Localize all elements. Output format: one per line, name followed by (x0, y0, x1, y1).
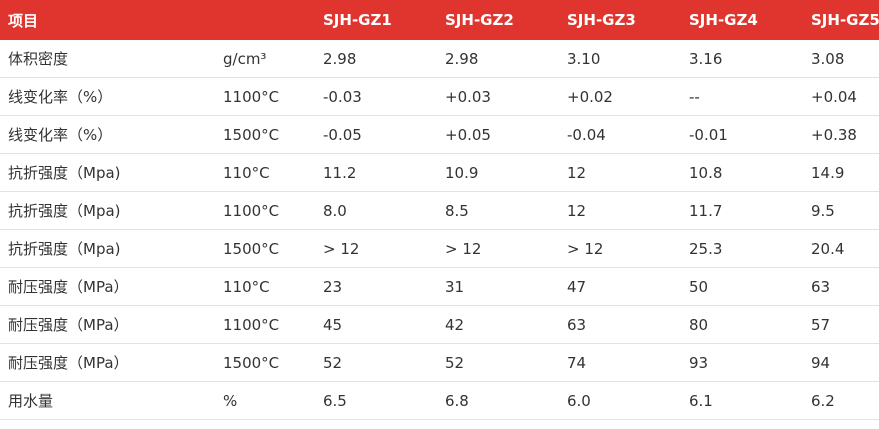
table-row: 抗折强度（Mpa) 1500°C > 12 > 12 > 12 25.3 20.4 (0, 229, 879, 268)
table-cell: 3.08 (803, 40, 879, 78)
header-cell (215, 0, 315, 40)
data-table: 项目 SJH-GZ1 SJH-GZ2 SJH-GZ3 SJH-GZ4 SJH-GZ5 体积… (0, 0, 879, 420)
table-cell: +0.05 (437, 115, 559, 154)
table-cell: 1100°C (215, 305, 315, 344)
table-cell: 31 (437, 267, 559, 306)
table-header: 项目 SJH-GZ1 SJH-GZ2 SJH-GZ3 SJH-GZ4 SJH-GZ5 (0, 0, 879, 40)
table-cell: 3.10 (559, 40, 681, 78)
table-cell: 2.98 (437, 40, 559, 78)
table-cell: 12 (559, 191, 681, 230)
table-body: 体积密度 g/cm³ 2.98 2.98 3.10 3.16 3.08 线变化率（%） 1100… (0, 40, 879, 420)
table-cell: 74 (559, 343, 681, 382)
table-cell: 50 (681, 267, 803, 306)
table-cell: 抗折强度（Mpa) (0, 229, 215, 268)
table-cell: -- (681, 77, 803, 116)
header-cell: 项目 (0, 0, 215, 40)
table-cell: 线变化率（%） (0, 77, 215, 116)
table-row: 耐压强度（MPa） 110°C 23 31 47 50 63 (0, 267, 879, 306)
table-cell: 8.5 (437, 191, 559, 230)
table-cell: +0.04 (803, 77, 879, 116)
table-cell: > 12 (315, 229, 437, 268)
table-cell: +0.03 (437, 77, 559, 116)
table-cell: 94 (803, 343, 879, 382)
table-cell: 10.8 (681, 153, 803, 192)
table-cell: 110°C (215, 267, 315, 306)
table-cell: 1100°C (215, 191, 315, 230)
table-cell: 耐压强度（MPa） (0, 267, 215, 306)
table-cell: 3.16 (681, 40, 803, 78)
table-cell: 63 (559, 305, 681, 344)
table-cell: 45 (315, 305, 437, 344)
table-cell: 9.5 (803, 191, 879, 230)
table-cell: 63 (803, 267, 879, 306)
table-cell: 6.0 (559, 381, 681, 420)
table-cell: 1100°C (215, 77, 315, 116)
table-cell: 抗折强度（Mpa) (0, 153, 215, 192)
header-cell: SJH-GZ3 (559, 0, 681, 40)
table-cell: 12 (559, 153, 681, 192)
table-cell: 1500°C (215, 229, 315, 268)
table-cell: 80 (681, 305, 803, 344)
table-cell: -0.03 (315, 77, 437, 116)
table-cell: % (215, 381, 315, 420)
header-cell: SJH-GZ1 (315, 0, 437, 40)
table-row: 耐压强度（MPa） 1500°C 52 52 74 93 94 (0, 343, 879, 382)
table-cell: 11.2 (315, 153, 437, 192)
table-cell: 耐压强度（MPa） (0, 343, 215, 382)
table-row: 耐压强度（MPa） 1100°C 45 42 63 80 57 (0, 305, 879, 344)
table-cell: g/cm³ (215, 40, 315, 78)
table-row: 抗折强度（Mpa) 1100°C 8.0 8.5 12 11.7 9.5 (0, 191, 879, 230)
table-cell: -0.01 (681, 115, 803, 154)
table-cell: 抗折强度（Mpa) (0, 191, 215, 230)
table-cell: 52 (437, 343, 559, 382)
table-row: 体积密度 g/cm³ 2.98 2.98 3.10 3.16 3.08 (0, 40, 879, 78)
table-cell: 6.2 (803, 381, 879, 420)
table-cell: 6.8 (437, 381, 559, 420)
table-cell: 11.7 (681, 191, 803, 230)
table-cell: 14.9 (803, 153, 879, 192)
table-row: 抗折强度（Mpa) 110°C 11.2 10.9 12 10.8 14.9 (0, 153, 879, 192)
header-cell: SJH-GZ2 (437, 0, 559, 40)
table-cell: +0.02 (559, 77, 681, 116)
table-cell: 体积密度 (0, 40, 215, 78)
table-cell: 47 (559, 267, 681, 306)
table-cell: 110°C (215, 153, 315, 192)
table-cell: 耐压强度（MPa） (0, 305, 215, 344)
table-cell: 1500°C (215, 343, 315, 382)
table-cell: 8.0 (315, 191, 437, 230)
table-cell: 10.9 (437, 153, 559, 192)
table-cell: +0.38 (803, 115, 879, 154)
table-cell: 6.1 (681, 381, 803, 420)
table-cell: -0.05 (315, 115, 437, 154)
table-row: 用水量% 6.5 6.8 6.0 6.1 6.2 (0, 381, 879, 420)
header-cell: SJH-GZ5 (803, 0, 879, 40)
table-cell: 25.3 (681, 229, 803, 268)
header-row: 项目 SJH-GZ1 SJH-GZ2 SJH-GZ3 SJH-GZ4 SJH-GZ5 (0, 0, 879, 40)
table-row: 线变化率（%） 1100°C -0.03 +0.03 +0.02 -- +0.04 (0, 77, 879, 116)
table-cell: 线变化率（%） (0, 115, 215, 154)
table-cell: 52 (315, 343, 437, 382)
table-row: 线变化率（%） 1500°C -0.05 +0.05 -0.04 -0.01 +0.38 (0, 115, 879, 154)
table-cell: 57 (803, 305, 879, 344)
header-cell: SJH-GZ4 (681, 0, 803, 40)
table-cell: 6.5 (315, 381, 437, 420)
table-cell: 93 (681, 343, 803, 382)
table-cell: 1500°C (215, 115, 315, 154)
table-cell: > 12 (437, 229, 559, 268)
table-cell: -0.04 (559, 115, 681, 154)
table-cell: 2.98 (315, 40, 437, 78)
table-cell: 23 (315, 267, 437, 306)
table-cell: 用水量 (0, 381, 215, 420)
table-cell: 42 (437, 305, 559, 344)
table-cell: > 12 (559, 229, 681, 268)
table-cell: 20.4 (803, 229, 879, 268)
